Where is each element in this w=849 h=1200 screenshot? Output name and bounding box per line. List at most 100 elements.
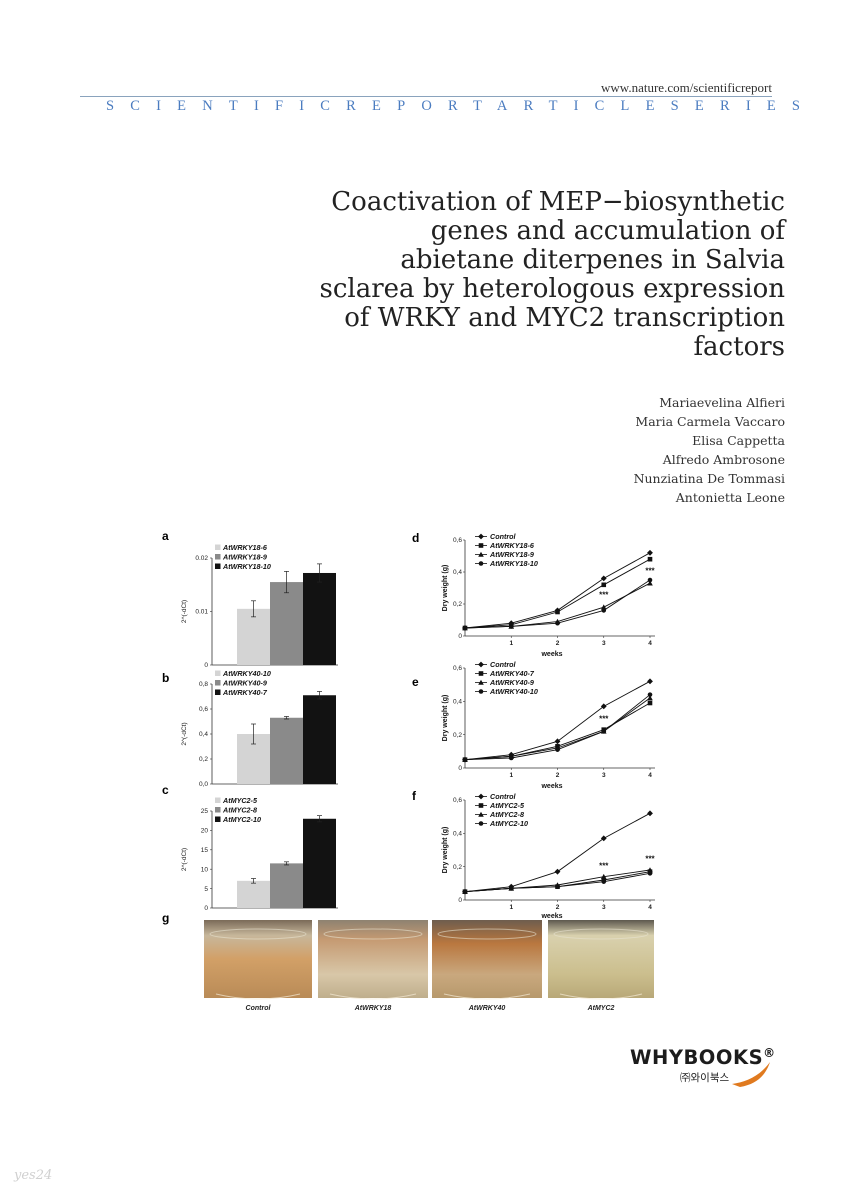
title-line: of WRKY and MYC2 transcription [344,303,785,333]
x-tick-label: 2 [556,640,560,647]
author-name: Antonietta Leone [675,490,785,505]
legend-label: AtMYC2-10 [222,815,261,824]
legend-label: AtWRKY18-10 [222,562,271,571]
triangle-marker [600,873,607,879]
triangle-marker [647,695,653,701]
y-tick-label: 0,4 [453,699,462,706]
y-tick-label: 0,4 [199,731,208,738]
legend-label: AtMYC2-10 [489,819,528,828]
circle-marker [647,871,653,876]
significance-mark: *** [599,591,609,600]
panel-label: a [162,529,169,543]
x-axis-label: weeks [540,783,562,790]
title-line: genes and accumulation of [430,216,785,246]
author-name: Nunziatina De Tommasi [633,471,785,486]
legend-label: Control [490,532,517,541]
jar-rim [553,928,649,940]
square-marker [647,556,653,562]
jar-rim [437,928,537,940]
circle-marker [555,884,560,889]
jar-rim [209,928,307,940]
panel-label: g [162,911,169,925]
legend-label: AtWRKY40-7 [222,688,268,697]
bar [237,608,270,665]
triangle-marker [647,867,653,873]
circle-marker [555,620,560,626]
publisher-korean: ㈜와이북스 [680,1072,730,1084]
legend-label: AtMYC2-8 [222,806,257,815]
legend-swatch [215,797,221,803]
significance-mark: *** [599,861,609,870]
header-rule [80,96,772,97]
author-name: Maria Carmela Vaccaro [635,414,785,429]
photo-label: AtWRKY40 [468,1005,506,1012]
circle-marker [647,692,653,697]
circle-marker [555,747,560,752]
bar [270,863,303,908]
circle-marker [508,886,514,891]
swoosh-icon [732,1062,770,1087]
panel-a: a 0 0.01 0.02 2^(-dCt) AtWRKY18-6AtWRKY18-9At… [162,529,338,669]
cover-figure: a00.010.022^(-dCt)AtWRKY18-6AtWRKY18-9At… [162,529,656,1012]
circle-marker [462,757,468,762]
legend-label: AtMYC2-5 [222,796,258,805]
author-name: Alfredo Ambrosone [662,452,785,467]
series-line [464,558,651,629]
x-tick-label: 1 [509,904,513,911]
legend-label: AtWRKY18-10 [489,559,538,568]
circle-marker [462,889,468,894]
square-marker [601,582,607,588]
y-tick-label: 25 [201,808,209,815]
photo-label: Control [246,1005,272,1012]
y-axis-label: 2^(-dCt) [181,600,188,623]
bar [237,880,270,908]
legend-label: AtWRKY40-9 [489,678,534,687]
x-tick-label: 4 [648,904,652,911]
y-tick-label: 0 [458,897,462,904]
bar [303,572,336,665]
y-tick-label: 0,6 [453,665,462,672]
circle-marker [508,755,514,761]
panel-label: f [412,789,417,803]
legend-swatch [215,680,221,686]
panel-c: c 0 5 10 15 20 25 2^(-dCt) AtMYC2-5AtMYC2-8AtMYC… [162,783,338,912]
y-tick-label: 0 [458,765,462,772]
diamond-marker [478,661,484,668]
title-line: abietane diterpenes in Salvia [400,245,785,275]
square-marker [478,671,484,676]
legend-label: AtWRKY18-6 [222,543,268,552]
legend-label: AtMYC2-8 [489,810,524,819]
circle-marker [478,689,484,694]
y-tick-label: 20 [201,828,209,835]
square-marker [647,700,653,706]
legend-swatch [215,816,221,822]
title-line: sclarea by heterologous expression [319,274,785,304]
y-tick-label: 0.01 [195,609,208,616]
panel-d: d 0 0,2 0,4 0,6 1 2 3 4 weeks Dry weight (g) Contro… [412,531,656,658]
circle-marker [478,821,484,826]
title-line: factors [693,332,785,362]
legend-swatch [215,544,221,550]
y-tick-label: 15 [201,847,209,854]
publisher-name: WHYBOOKS [630,1046,764,1069]
y-axis-label: Dry weight (g) [442,695,449,742]
x-tick-label: 3 [602,640,606,647]
y-axis-label: 2^(-dCt) [181,722,188,745]
diamond-marker [647,549,653,556]
legend-swatch [215,807,221,813]
publisher-logo: WHYBOOKS® ㈜와이북스 [630,1046,775,1087]
panel-b: b0,00,20,40,60,82^(-dCt)AtWRKY40-10AtWRK… [162,669,338,788]
circle-marker [462,625,468,631]
legend-label: Control [490,792,517,801]
triangle-marker [647,580,653,586]
author-name: Elisa Cappetta [692,433,785,448]
y-tick-label: 0,2 [453,732,462,739]
legend-label: AtMYC2-5 [489,801,525,810]
diamond-marker [554,868,561,875]
x-tick-label: 2 [556,904,560,911]
legend-label: Control [490,660,517,669]
legend-label: AtWRKY40-9 [222,679,267,688]
y-tick-label: 0,2 [453,601,462,608]
watermark: yes24 [14,1168,53,1183]
diamond-marker [478,793,484,800]
